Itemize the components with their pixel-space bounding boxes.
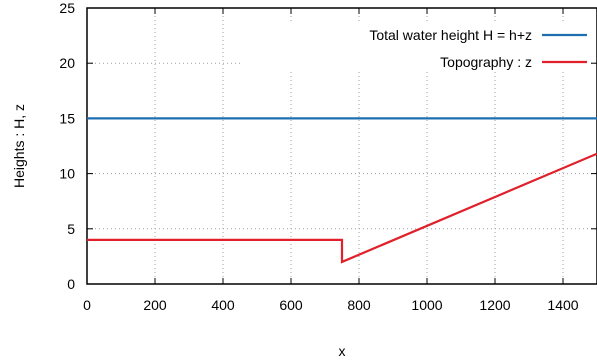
legend-label-1: Total water height H = h+z [369, 27, 532, 43]
legend: Total water height H = h+z Topography : z [240, 21, 591, 72]
y-tick-label: 10 [59, 166, 75, 182]
y-tick-label: 5 [67, 221, 75, 237]
legend-label-2: Topography : z [440, 54, 532, 70]
legend-background [240, 48, 591, 72]
x-tick-label: 400 [211, 297, 235, 313]
x-tick-label: 1200 [479, 297, 510, 313]
x-tick-label: 200 [143, 297, 167, 313]
x-tick-label: 800 [347, 297, 371, 313]
plot-frame [86, 7, 597, 285]
x-tick-label: 1000 [411, 297, 442, 313]
y-tick-label: 25 [59, 0, 75, 16]
y-tick-label: 0 [67, 276, 75, 292]
series-line-2 [87, 152, 597, 264]
legend-background [240, 21, 591, 45]
x-tick-label: 0 [83, 297, 91, 313]
y-axis-title: Heights : H, z [11, 104, 27, 188]
series-lines [87, 117, 597, 264]
x-tick-label: 600 [279, 297, 303, 313]
x-axis-title: x [339, 343, 346, 359]
tick-labels: 0 200 400 600 800 1000 1200 1400 0 5 10 15 20 25 [59, 0, 578, 313]
y-tick-label: 15 [59, 110, 75, 126]
x-tick-label: 1400 [547, 297, 578, 313]
axis-ticks [86, 7, 597, 285]
y-tick-label: 20 [59, 55, 75, 71]
